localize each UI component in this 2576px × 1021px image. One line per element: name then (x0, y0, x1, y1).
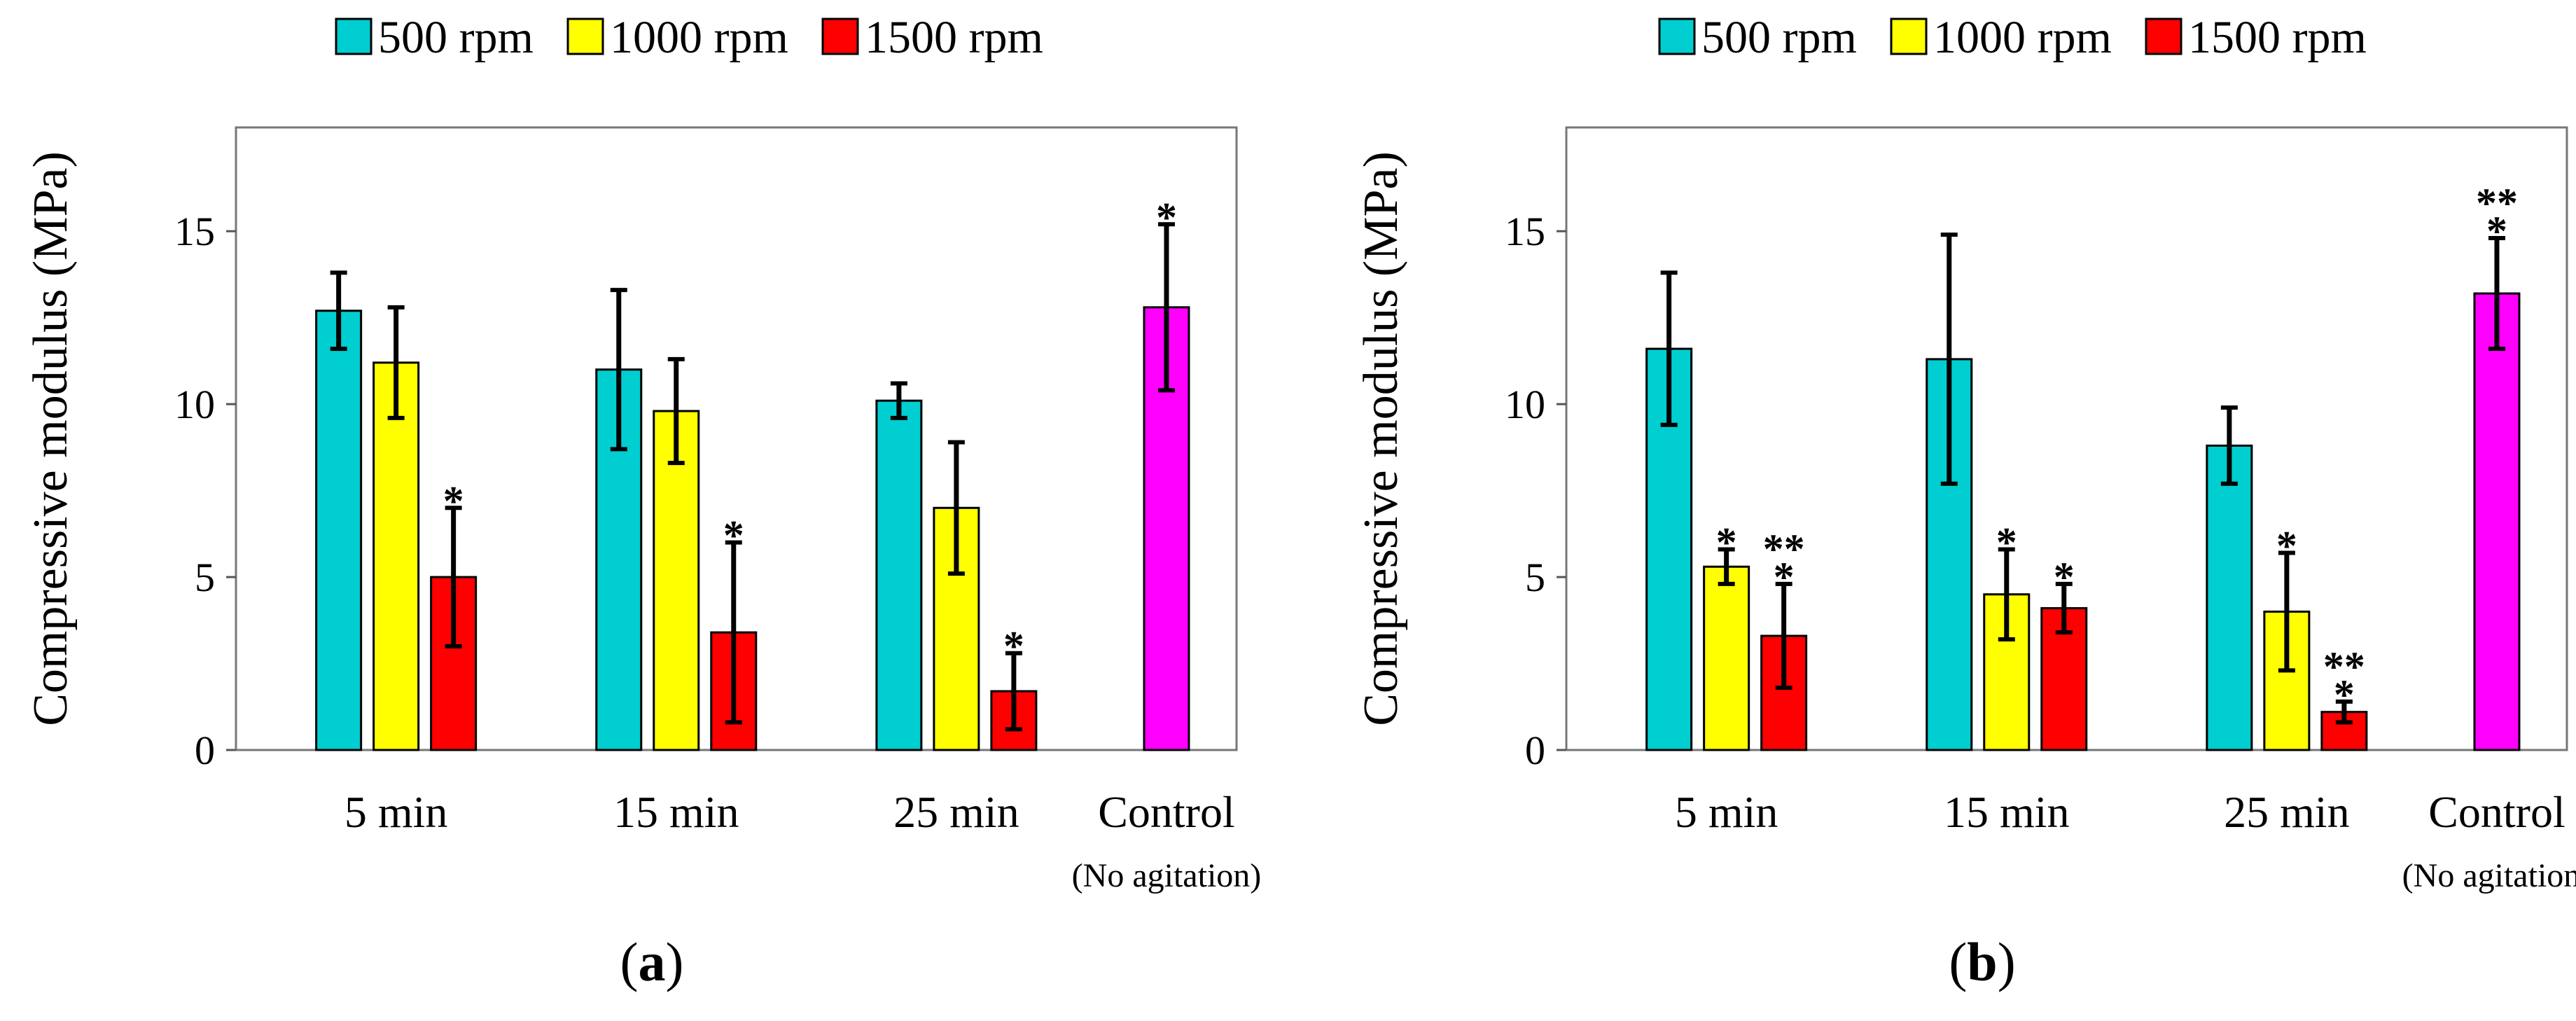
legend-swatch (1658, 18, 1696, 55)
x-category-label: Control (2428, 787, 2565, 837)
y-tick-label: 10 (174, 382, 215, 427)
x-category-label: 5 min (344, 787, 448, 837)
panel-label-open: ( (620, 931, 639, 992)
significance-marker-line: * (1156, 194, 1177, 240)
significance-marker-line: * (723, 513, 744, 559)
significance-marker-line: ** (2476, 180, 2518, 226)
x-category-label: Control (1098, 787, 1235, 837)
bar-1000-rpm (653, 410, 700, 751)
significance-marker: * (1003, 623, 1024, 669)
legend-swatch (2145, 18, 2182, 55)
bar-500-rpm (2206, 444, 2253, 751)
significance-marker-line: * (1003, 623, 1024, 669)
significance-marker: * (1996, 520, 2017, 566)
y-axis-label: Compressive modulus (MPa) (1354, 151, 1408, 726)
legend-label: 500 rpm (1701, 12, 1857, 63)
panel-label: (b) (1949, 931, 2015, 992)
significance-marker: ** * (1763, 526, 1805, 600)
panel-label-close: ) (666, 931, 684, 992)
chart-panel-b: 0 5 10 15 Compressive modulus (MPa) 5 min 15 m… (1354, 12, 2576, 992)
x-category-sublabel: (No agitation) (2402, 857, 2576, 894)
legend-swatch (821, 18, 859, 55)
x-category-label: 15 min (1944, 787, 2070, 837)
bar-1000-rpm (1703, 565, 1750, 751)
panel-label: (a) (620, 931, 684, 992)
legend-label: 1000 rpm (1933, 12, 2112, 63)
panel-label-close: ) (1998, 931, 2016, 992)
panel-label-letter: b (1967, 931, 1997, 992)
legend-label: 1500 rpm (2188, 12, 2367, 63)
legend-swatch (335, 18, 373, 55)
y-tick-label: 10 (1505, 382, 1545, 427)
significance-marker: * (723, 513, 744, 559)
legend-swatch (566, 18, 604, 55)
y-tick-label: 15 (174, 209, 215, 254)
significance-marker-line: * (1996, 520, 2017, 566)
bar-1000-rpm (373, 361, 420, 751)
significance-marker: ** * (2323, 644, 2365, 718)
significance-marker: * (2276, 522, 2297, 569)
x-category-label: 25 min (893, 787, 1019, 837)
significance-marker-line: * (1774, 554, 1795, 600)
y-tick-label: 0 (195, 728, 215, 773)
significance-marker-line: * (2334, 672, 2355, 718)
significance-marker-line: * (443, 478, 464, 524)
y-tick-label: 5 (195, 555, 215, 600)
y-tick-label: 15 (1505, 209, 1545, 254)
legend-swatch (1890, 18, 1928, 55)
panel-label-letter: a (639, 931, 666, 992)
x-category-label: 15 min (613, 787, 739, 837)
bar-control (2473, 292, 2521, 751)
significance-marker: * (2054, 554, 2075, 600)
x-category-sublabel: (No agitation) (1072, 857, 1262, 894)
legend-label: 500 rpm (378, 12, 534, 63)
chart-panel-a: 0 5 10 15 Compressive modulus (MPa) 5 min 15 m… (24, 12, 1261, 992)
legend-label: 1500 rpm (865, 12, 1043, 63)
significance-marker-line: * (2276, 522, 2297, 569)
panel-label-open: ( (1949, 931, 1967, 992)
bar-500-rpm (875, 399, 923, 751)
bar-500-rpm (315, 310, 363, 751)
significance-marker: * (1716, 520, 1737, 566)
significance-marker-line: * (2054, 554, 2075, 600)
y-tick-label: 5 (1525, 555, 1545, 600)
significance-marker: ** * (2476, 180, 2518, 254)
significance-marker: * (1156, 194, 1177, 240)
significance-marker-line: * (2486, 208, 2507, 254)
x-category-label: 25 min (2224, 787, 2350, 837)
significance-marker-line: ** (1763, 526, 1805, 572)
significance-marker-line: ** (2323, 644, 2365, 690)
significance-marker: * (443, 478, 464, 524)
y-tick-label: 0 (1525, 728, 1545, 773)
legend-label: 1000 rpm (610, 12, 788, 63)
y-axis-label: Compressive modulus (MPa) (24, 151, 78, 726)
significance-marker-line: * (1716, 520, 1737, 566)
x-category-label: 5 min (1675, 787, 1778, 837)
